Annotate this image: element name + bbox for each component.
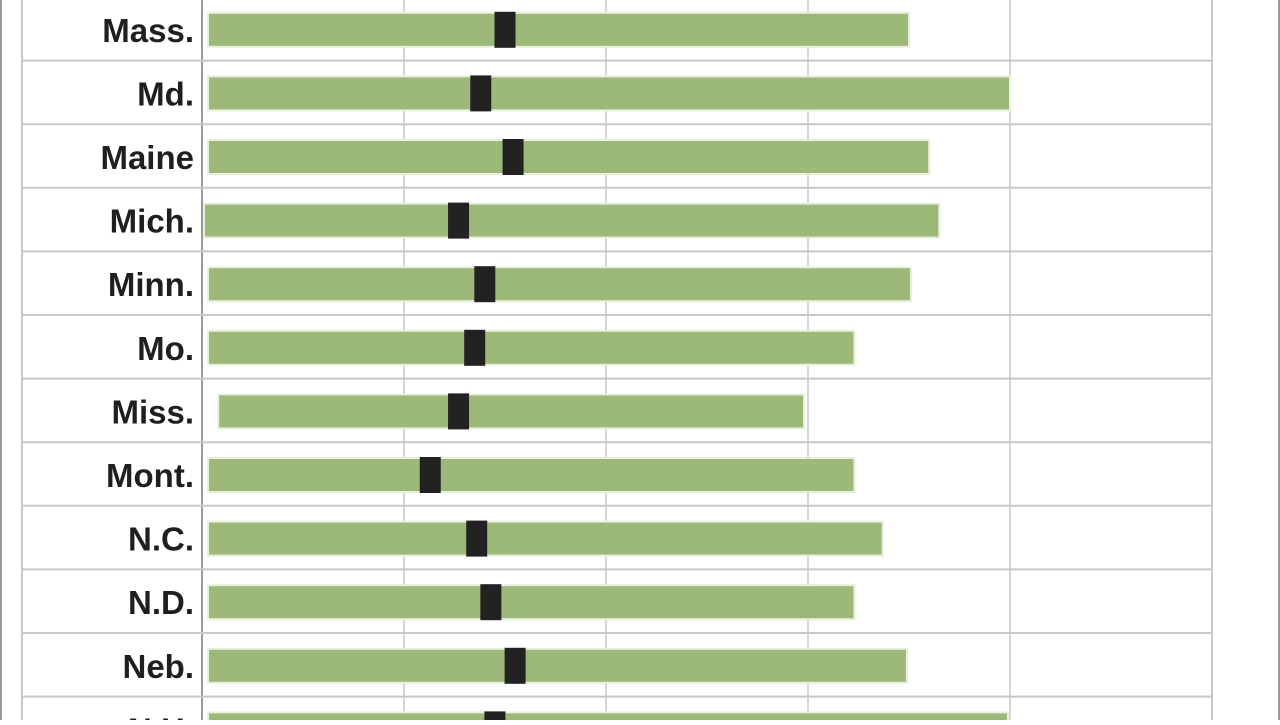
- category-label: N.H.: [128, 711, 194, 720]
- range-bar: [207, 139, 931, 175]
- category-label: Mass.: [102, 12, 194, 49]
- category-label: N.C.: [128, 521, 194, 558]
- marker: [448, 202, 470, 239]
- marker: [448, 393, 470, 430]
- marker: [464, 329, 486, 366]
- range-bar: [203, 202, 941, 239]
- range-bar: [207, 75, 1011, 112]
- marker: [504, 647, 526, 684]
- range-bar: [207, 457, 856, 493]
- marker: [502, 139, 524, 175]
- category-label: Neb.: [122, 648, 194, 685]
- category-label: Md.: [137, 75, 194, 112]
- category-label: N.D.: [128, 584, 194, 621]
- category-label: Minn.: [108, 266, 194, 303]
- markers-layer: [419, 11, 526, 725]
- range-bar: [207, 11, 910, 48]
- range-bar: [207, 520, 884, 557]
- category-label: Miss.: [111, 393, 194, 430]
- bars-layer: [203, 11, 1011, 725]
- marker: [480, 584, 502, 621]
- category-label: Mich.: [110, 203, 194, 240]
- category-label: Mo.: [137, 330, 194, 367]
- grid-layer: [21, 0, 1213, 720]
- range-bar: [207, 584, 856, 621]
- marker: [474, 266, 496, 303]
- range-bar: [207, 711, 1009, 725]
- marker: [470, 75, 492, 112]
- labels-layer: Mass. Md. Maine Mich. Minn. Mo. Miss. Mont. N.C.…: [100, 12, 194, 725]
- range-bar: [207, 647, 908, 684]
- category-label: Maine: [100, 139, 194, 176]
- range-bar: [207, 266, 913, 303]
- range-bar: [217, 393, 805, 430]
- marker: [494, 11, 516, 48]
- category-label: Mont.: [106, 457, 194, 494]
- marker: [466, 520, 488, 557]
- marker: [484, 711, 506, 725]
- range-bar: [207, 329, 856, 366]
- marker: [419, 457, 441, 493]
